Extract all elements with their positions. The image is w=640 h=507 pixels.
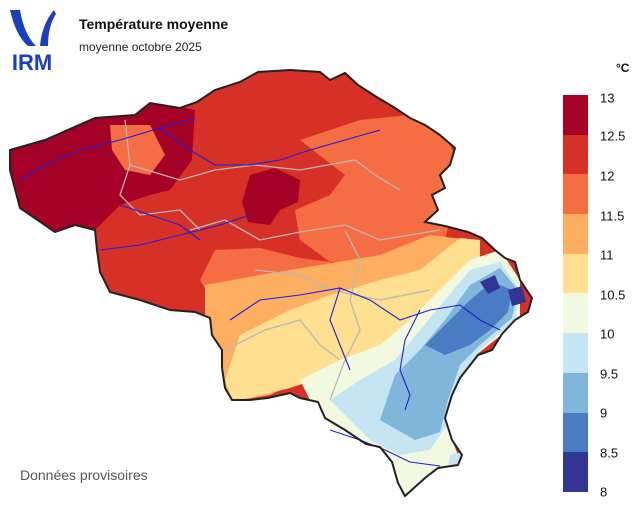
zone-brabant-13	[242, 168, 300, 225]
zone-9	[425, 282, 512, 355]
legend-swatch	[563, 253, 588, 294]
legend-swatch	[563, 134, 588, 175]
legend-swatch	[563, 174, 588, 215]
legend-swatch	[563, 412, 588, 453]
legend-label: 11	[600, 247, 614, 263]
provisional-note: Données provisoires	[20, 467, 148, 483]
zone-12-ne	[295, 115, 460, 270]
legend-swatch	[563, 333, 588, 373]
temperature-map	[9, 68, 534, 498]
zone-8-5-a	[480, 275, 500, 294]
irm-logo: IRM	[10, 10, 56, 74]
legend-label: 10	[600, 326, 615, 342]
page-subtitle: moyenne octobre 2025	[79, 40, 202, 54]
legend-label: 8	[600, 484, 608, 500]
zone-11	[225, 238, 480, 400]
legend-label: 12.5	[600, 128, 626, 144]
legend-swatch	[563, 293, 588, 334]
logo-text: IRM	[12, 50, 52, 74]
legend-label: 9.5	[600, 366, 619, 382]
legend-swatch	[563, 95, 588, 135]
country-border	[9, 68, 534, 498]
legend-label: 13	[600, 90, 615, 106]
color-legend	[563, 95, 588, 492]
legend-label: 11.5	[600, 208, 625, 224]
legend-swatch	[563, 372, 588, 413]
zone-8-5-b	[508, 286, 526, 306]
legend-label: 12	[600, 168, 615, 184]
legend-swatch	[563, 214, 588, 254]
legend-unit: °C	[616, 61, 630, 75]
zone-12-nw	[110, 125, 165, 175]
legend-label: 9	[600, 405, 608, 421]
page-title: Température moyenne	[79, 16, 229, 32]
legend-swatch	[563, 452, 588, 492]
legend-label: 8.5	[600, 445, 619, 461]
legend-label: 10.5	[600, 287, 626, 303]
